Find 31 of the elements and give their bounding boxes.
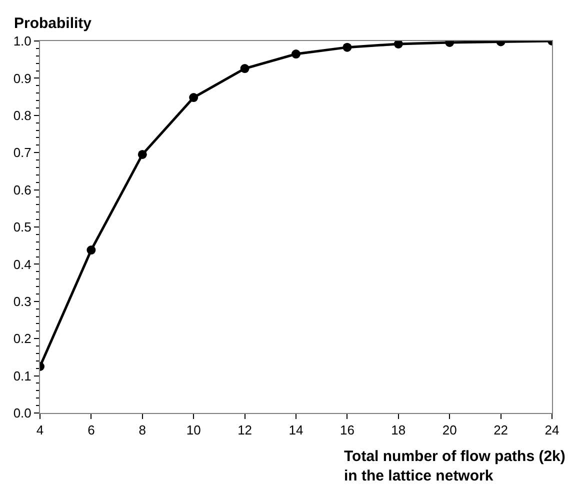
point <box>138 150 147 159</box>
y-tick-label: 0.2 <box>13 331 32 346</box>
x-tick-label: 12 <box>238 422 252 438</box>
x-tick-label: 16 <box>340 422 354 438</box>
y-tick-label: 0.5 <box>13 220 32 235</box>
y-tick-label: 0.7 <box>13 145 32 160</box>
x-tick-label: 20 <box>442 422 457 438</box>
point <box>189 93 198 102</box>
x-tick-label: 8 <box>138 422 146 438</box>
y-axis-title: Probability <box>14 15 92 32</box>
point <box>394 41 403 48</box>
y-tick-label: 0.0 <box>13 406 32 421</box>
y-tick-label: 0.3 <box>13 294 32 309</box>
y-tick-label: 1.0 <box>13 34 32 49</box>
x-tick-label: 18 <box>391 422 406 438</box>
point <box>86 246 96 255</box>
x-tick-label: 14 <box>288 422 304 438</box>
x-tick-label: 6 <box>88 422 95 438</box>
y-tick-label: 0.4 <box>13 256 32 272</box>
x-tick-label: 10 <box>186 422 201 438</box>
y-tick-label: 0.8 <box>13 108 32 123</box>
x-tick-label: 22 <box>494 422 508 438</box>
y-tick-label: 0.6 <box>13 182 32 198</box>
x-axis-title: Total number of flow paths (2k) in the lattice network <box>344 448 566 484</box>
y-tick-label: 0.9 <box>13 70 32 86</box>
point <box>342 42 352 52</box>
point <box>240 64 250 74</box>
point <box>292 50 300 59</box>
x-tick-label: 24 <box>544 422 560 438</box>
x-tick-label: 4 <box>36 422 44 438</box>
y-tick-label: 0.1 <box>13 368 32 384</box>
